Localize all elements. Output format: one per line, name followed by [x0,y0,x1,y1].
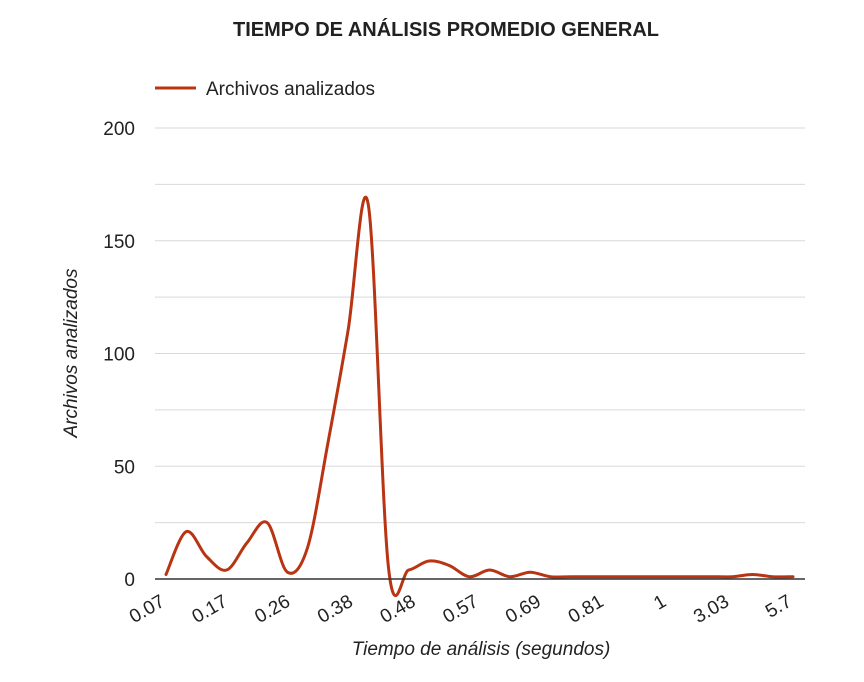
x-tick-label: 5.7 [762,591,795,622]
x-tick-label: 0.57 [439,591,482,628]
series-line-archivos-analizados [164,195,795,598]
y-axis-title: Archivos analizados [61,268,82,438]
x-tick-label: 3.03 [690,591,733,628]
x-tick-label: 0.26 [251,591,294,628]
x-tick-label: 0.81 [565,591,608,628]
gridlines [155,127,805,524]
y-axis-ticks: 0 50 100 150 200 [103,119,135,591]
y-tick-label: 150 [103,232,135,253]
chart-title: TIEMPO DE ANÁLISIS PROMEDIO GENERAL [233,18,659,41]
y-tick-label: 100 [103,345,135,366]
y-tick-label: 0 [124,570,135,591]
x-tick-label: 0.48 [377,591,420,628]
x-tick-label: 1 [650,591,670,614]
y-tick-label: 50 [114,457,135,478]
x-tick-label: 0.38 [314,591,357,628]
x-tick-label: 0.69 [502,591,545,628]
x-tick-label: 0.07 [126,591,169,628]
x-axis-title: Tiempo de análisis (segundos) [352,639,611,660]
legend: Archivos analizados [155,79,375,100]
legend-label: Archivos analizados [206,79,375,100]
y-tick-label: 200 [103,119,135,140]
x-tick-label: 0.17 [189,591,232,628]
x-axis-ticks: 0.07 0.17 0.26 0.38 0.48 0.57 0.69 0.81 1 3.03 5.7 [126,591,796,628]
